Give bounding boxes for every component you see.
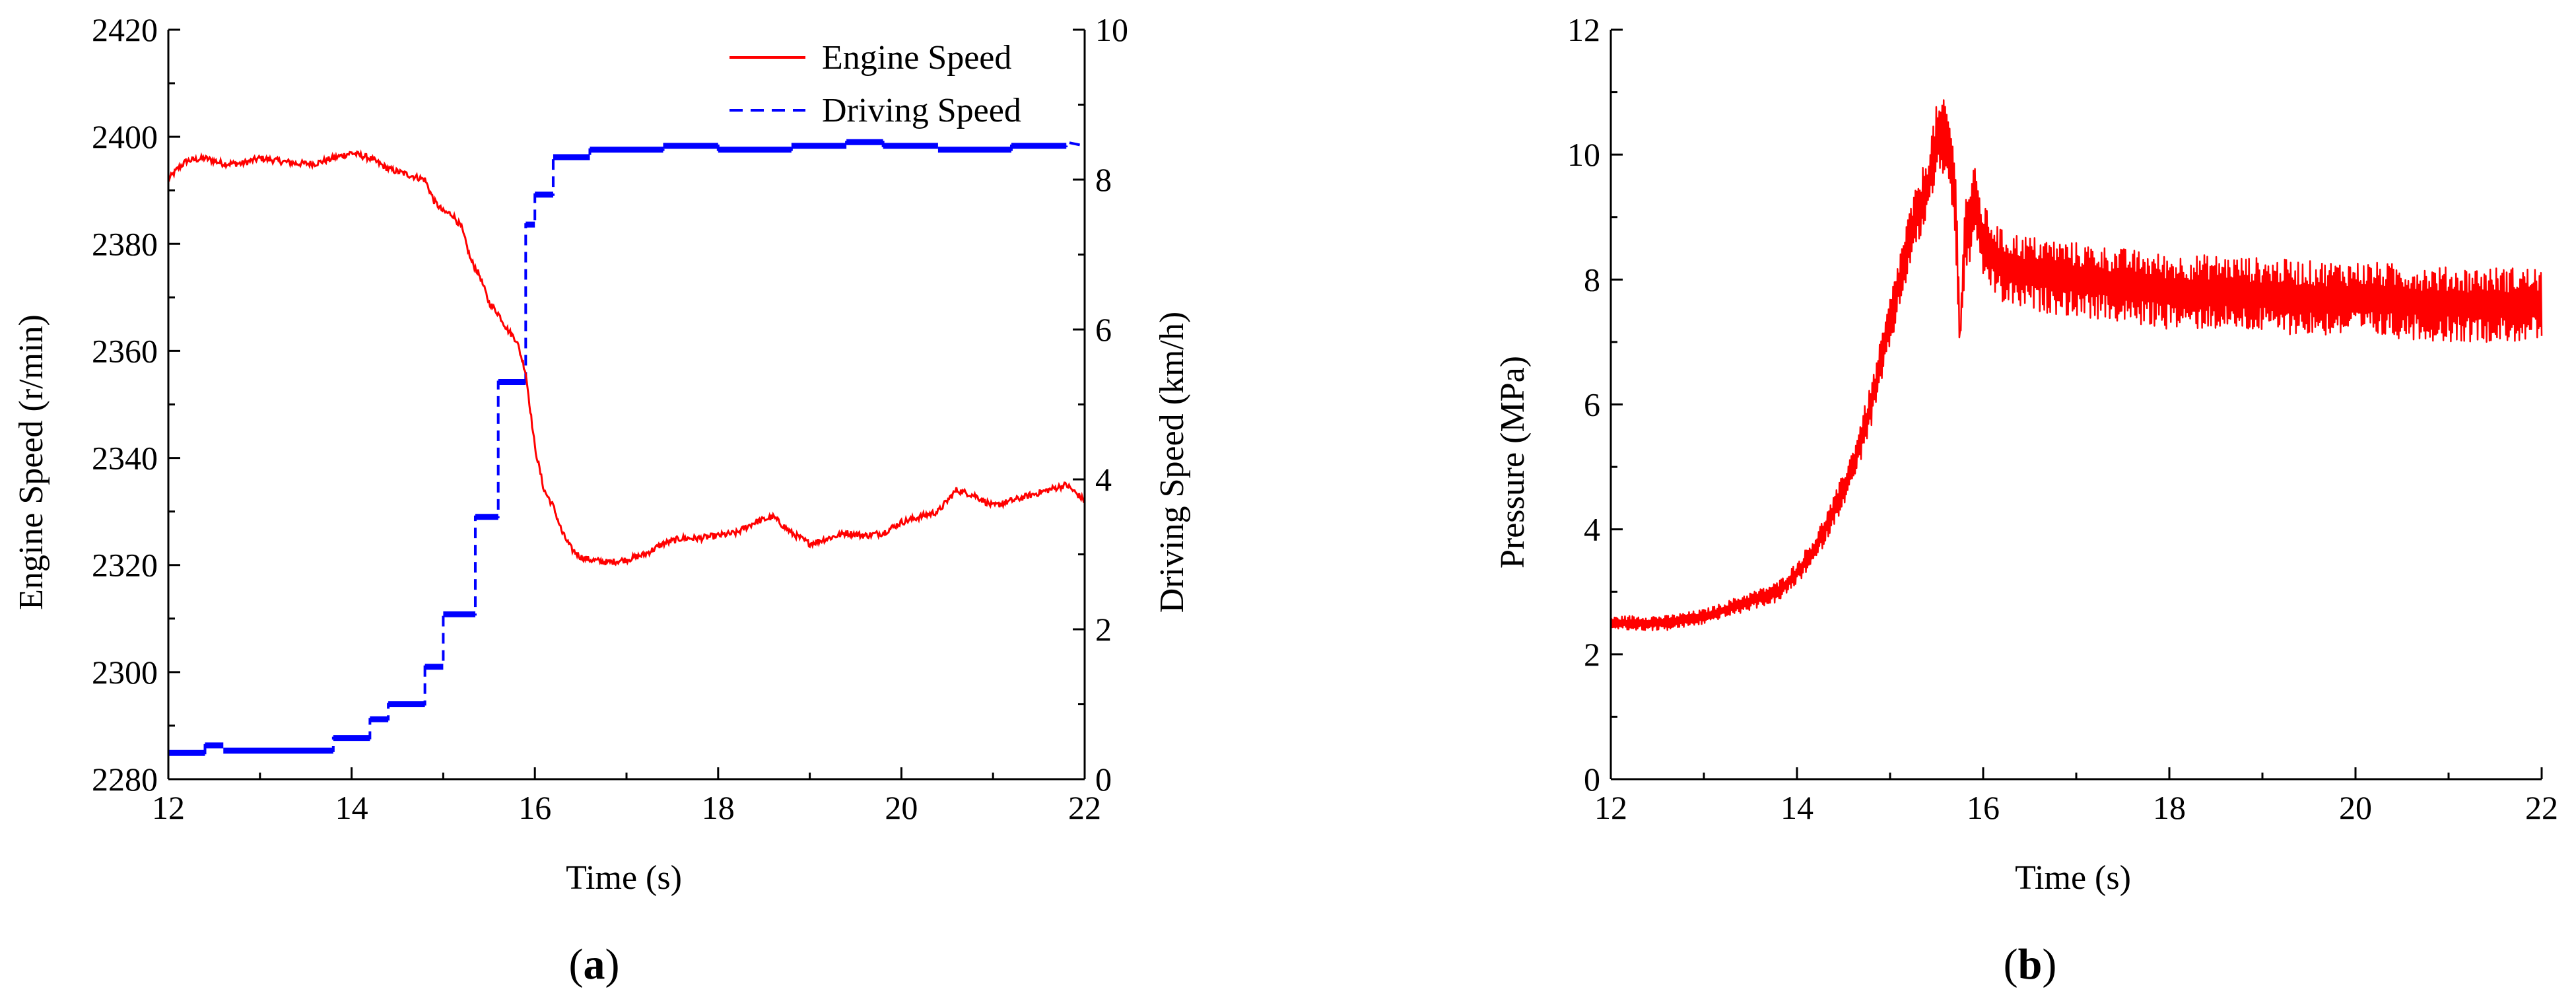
panel-a-axes [167, 28, 1086, 781]
y-tick-label: 2280 [92, 761, 158, 798]
x-tick-label: 16 [518, 789, 551, 826]
x-tick-label: 14 [1780, 789, 1813, 826]
right-y-tick-label: 2 [1095, 611, 1112, 648]
y-tick-label: 2400 [92, 118, 158, 155]
y-tick-label: 6 [1584, 386, 1600, 423]
panel-a-tick-labels: 12 14 16 18 20 222280230023202340236023802400… [92, 11, 1128, 826]
y-tick-label: 2320 [92, 547, 158, 584]
pressure-line [1610, 99, 2543, 631]
right-y-tick-label: 6 [1095, 311, 1112, 348]
y-tick-label: 2340 [92, 440, 158, 477]
right-y-tick-label: 0 [1095, 761, 1112, 798]
y-tick-label: 10 [1567, 136, 1600, 173]
x-tick-label: 16 [1967, 789, 2000, 826]
panel-b-y-axis-title: Pressure (MPa) [1494, 356, 1532, 569]
y-tick-label: 2300 [92, 654, 158, 691]
chart-pressure: 12 14 16 18 20 22 0 2 4 6 8 10 12 Time (s) Pressure … [1494, 11, 2558, 989]
x-tick-label: 22 [2525, 789, 2558, 826]
y-tick-label: 8 [1584, 261, 1600, 298]
y-tick-label: 2360 [92, 332, 158, 369]
legend-driving-speed-label: Driving Speed [822, 92, 1021, 129]
x-tick-label: 18 [2153, 789, 2186, 826]
right-y-tick-label: 8 [1095, 161, 1112, 198]
y-tick-label: 2420 [92, 11, 158, 48]
engine-speed-line [167, 149, 1085, 567]
chart-engine-driving-speed: 12 14 16 18 20 222280230023202340236023802400… [13, 11, 1191, 989]
panel-b-tick-labels: 12 14 16 18 20 22 0 2 4 6 8 10 12 [1567, 11, 2558, 826]
y-tick-label: 2380 [92, 225, 158, 262]
y-tick-label: 2 [1584, 636, 1600, 673]
panel-b-x-axis-title: Time (s) [2015, 859, 2131, 897]
engine-and-driving-speed-plot [167, 139, 1085, 756]
panel-a-left-y-axis-title: Engine Speed (r/min) [13, 314, 50, 610]
x-tick-label: 22 [1068, 789, 1101, 826]
y-tick-label: 0 [1584, 761, 1600, 798]
right-y-tick-label: 4 [1095, 461, 1112, 498]
x-tick-label: 14 [335, 789, 368, 826]
legend-engine-speed-label: Engine Speed [822, 39, 1011, 77]
panel-a-right-y-axis-title: Driving Speed (km/h) [1153, 312, 1191, 613]
x-tick-label: 18 [702, 789, 735, 826]
x-tick-label: 20 [2339, 789, 2372, 826]
x-tick-label: 12 [1594, 789, 1627, 826]
driving-speed-line [168, 140, 1085, 755]
panel-b-axes [1610, 28, 2543, 781]
y-tick-label: 4 [1584, 511, 1600, 548]
panel-a-x-axis-title: Time (s) [566, 859, 682, 897]
x-tick-label: 20 [885, 789, 918, 826]
y-tick-label: 12 [1567, 11, 1600, 48]
pressure-plot [1610, 99, 2543, 631]
right-y-tick-label: 10 [1095, 11, 1128, 48]
legend: Engine Speed Driving Speed [729, 39, 1021, 129]
panel-b-label: (b) [2004, 940, 2057, 989]
x-tick-label: 12 [152, 789, 185, 826]
panel-a-label: (a) [569, 940, 620, 989]
